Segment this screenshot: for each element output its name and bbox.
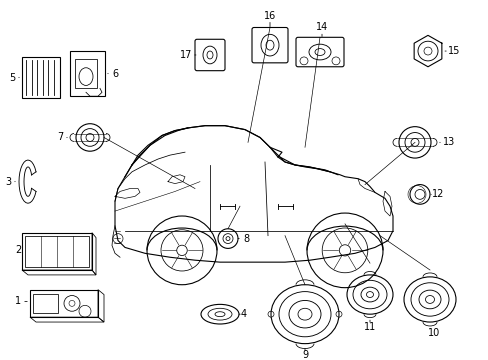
Text: 11: 11 [363, 322, 375, 332]
Bar [33, 293, 58, 313]
Bar [70, 51, 105, 96]
Text: 13: 13 [442, 138, 454, 147]
Bar [30, 290, 98, 317]
Text: 4: 4 [241, 309, 246, 319]
Bar [25, 236, 89, 267]
Text: 7: 7 [57, 132, 63, 143]
Bar [22, 57, 60, 98]
Text: 9: 9 [301, 350, 307, 360]
Bar [22, 233, 92, 270]
Text: 15: 15 [447, 46, 459, 56]
Text: 10: 10 [427, 328, 439, 338]
Text: 6: 6 [112, 69, 118, 78]
Text: 1: 1 [15, 296, 21, 306]
Bar [75, 59, 97, 88]
Text: 8: 8 [243, 234, 248, 244]
Text: 17: 17 [180, 50, 192, 60]
Text: 12: 12 [431, 189, 443, 199]
Text: 2: 2 [15, 246, 21, 255]
Text: 3: 3 [5, 177, 11, 186]
Text: 16: 16 [264, 11, 276, 21]
Text: 5: 5 [9, 73, 15, 82]
Text: 14: 14 [315, 22, 327, 32]
